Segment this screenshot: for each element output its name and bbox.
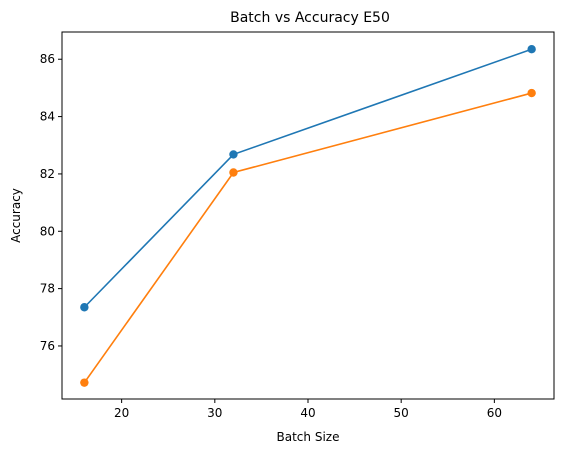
y-tick-label: 80 — [40, 224, 55, 238]
y-tick-label: 76 — [40, 339, 55, 353]
series-layer — [80, 45, 536, 387]
series-2-point — [80, 378, 89, 387]
y-tick-label: 82 — [40, 167, 55, 181]
x-tick-label: 50 — [394, 406, 409, 420]
y-tick-label: 86 — [40, 52, 55, 66]
plot-frame — [61, 31, 555, 400]
y-tick-label: 78 — [40, 282, 55, 296]
series-2-point — [229, 168, 238, 177]
series-2-point — [527, 88, 536, 98]
y-axis-label: Accuracy — [9, 188, 23, 243]
series-1-point — [80, 303, 89, 312]
x-axis-label: Batch Size — [277, 430, 340, 444]
series-1-point — [229, 150, 238, 159]
x-tick-label: 40 — [300, 406, 315, 420]
series-1-point — [527, 45, 536, 54]
x-tick-label: 30 — [207, 406, 222, 420]
x-tick-label: 20 — [114, 406, 129, 420]
series-1-line — [83, 48, 532, 308]
y-tick-label: 84 — [40, 110, 55, 124]
tick-layer: 20 30 40 50 60 76 78 80 82 84 86 — [40, 52, 502, 420]
x-tick-label: 60 — [487, 406, 502, 420]
chart-title: Batch vs Accuracy E50 — [230, 10, 390, 26]
